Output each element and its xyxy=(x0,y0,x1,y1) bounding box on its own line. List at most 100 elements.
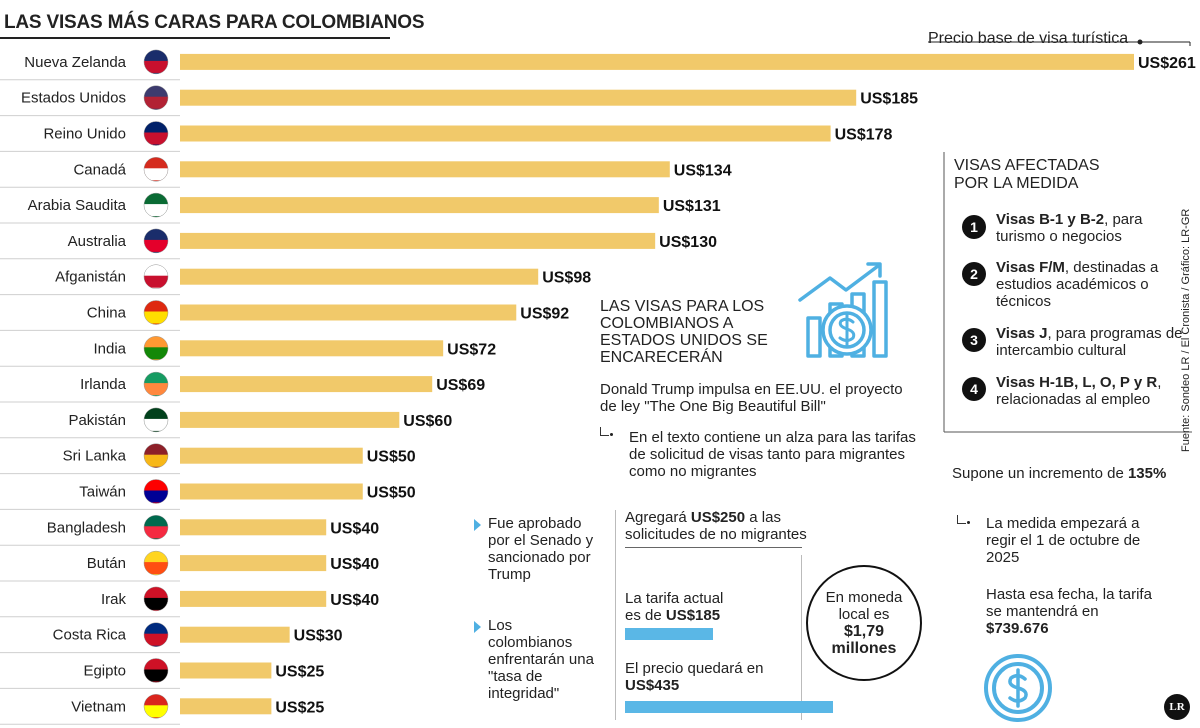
title-rule xyxy=(0,37,390,39)
bar xyxy=(180,376,433,393)
bar xyxy=(180,89,857,106)
bar-row: Bután US$40 xyxy=(0,550,379,582)
country-label: Irlanda xyxy=(80,376,127,393)
fee-add-text: Agregará US$250 a las solicitudes de no … xyxy=(625,509,835,543)
bullet-arrow-icon xyxy=(474,621,481,633)
bar-row: China US$92 xyxy=(0,300,569,331)
bar-row: Estados Unidos US$185 xyxy=(0,85,918,117)
bracket-icon xyxy=(957,515,966,524)
affected-item-1-text: , para turismo o negocios xyxy=(996,211,1143,245)
bar xyxy=(180,447,363,464)
value-label: US$130 xyxy=(659,234,717,251)
item-number-3: 3 xyxy=(962,328,986,352)
fee-add-amount: US$250 xyxy=(690,509,746,526)
bar xyxy=(180,411,400,428)
country-label: Bangladesh xyxy=(47,519,126,536)
flag-icon xyxy=(143,515,169,540)
affected-item-2-bold: Visas F/M xyxy=(996,259,1065,276)
affected-item-4: Visas H-1B, L, O, P y R, relacionadas al… xyxy=(996,374,1186,408)
value-label: US$30 xyxy=(294,628,343,645)
bracket-dot xyxy=(610,433,613,436)
value-label: US$178 xyxy=(835,127,893,144)
story-headline-line4: ENCARECERÁN xyxy=(600,349,723,366)
increase-text: Supone un incremento de 135% xyxy=(952,465,1172,482)
fee-bar-current xyxy=(625,628,714,640)
value-label: US$40 xyxy=(330,520,379,537)
current-rate-amount: $739.676 xyxy=(986,620,1049,637)
increase-percent: 135% xyxy=(1127,465,1167,482)
value-label: US$92 xyxy=(520,306,569,323)
bar-row: Nueva Zelanda US$261 xyxy=(0,49,1196,81)
fee-divider xyxy=(615,510,616,720)
flag-icon xyxy=(143,300,169,325)
bar xyxy=(180,268,539,285)
bar-row: Costa Rica US$30 xyxy=(0,622,343,654)
country-label: Bután xyxy=(87,555,126,572)
affected-item-4-bold: Visas H-1B, L, O, P y R xyxy=(996,374,1158,391)
country-label: Taiwán xyxy=(79,484,126,501)
item-number-4: 4 xyxy=(962,377,986,401)
bar xyxy=(180,519,327,536)
local-line2: local es xyxy=(838,606,890,623)
fee-add-pre: Agregará xyxy=(625,509,691,526)
bar-row: Egipto US$25 xyxy=(0,658,324,689)
bar xyxy=(180,232,656,249)
country-label: Irak xyxy=(101,591,127,608)
bracket-icon xyxy=(600,427,609,436)
flag-icon xyxy=(143,550,169,576)
country-label: Afganistán xyxy=(55,269,126,286)
fee-current-text: La tarifa actual es de US$185 xyxy=(625,590,740,624)
bar-row: Pakistán US$60 xyxy=(0,407,452,439)
country-label: Sri Lanka xyxy=(63,448,127,465)
country-label: India xyxy=(93,340,126,357)
growth-dollar-icon xyxy=(798,262,888,358)
affected-item-3: Visas J, para programas de intercambio c… xyxy=(996,325,1186,359)
bar xyxy=(180,483,363,500)
bar xyxy=(180,53,1134,70)
affected-item-1: Visas B-1 y B-2, para turismo o negocios xyxy=(996,211,1186,245)
annotation-label: Precio base de visa turística xyxy=(928,30,1129,47)
bar xyxy=(180,555,327,572)
bar xyxy=(180,197,659,214)
value-label: US$50 xyxy=(367,485,416,502)
story-lead: Donald Trump impulsa en EE.UU. el proyec… xyxy=(600,381,903,415)
local-line1: En moneda xyxy=(825,589,903,606)
value-label: US$40 xyxy=(330,592,379,609)
value-label: US$185 xyxy=(860,91,918,108)
local-unit: millones xyxy=(831,640,897,657)
item-number-2: 2 xyxy=(962,262,986,286)
story-headline-line2: COLOMBIANOS A xyxy=(600,315,734,332)
affected-item-2: Visas F/M, destinadas a estudios académi… xyxy=(996,259,1186,310)
bar-row: Sri Lanka US$50 xyxy=(0,443,416,475)
dollar-coin-icon xyxy=(984,654,1052,722)
flag-icon xyxy=(143,479,169,504)
country-label: Estados Unidos xyxy=(21,90,126,107)
affected-item-2-text: , destinadas a estudios académicos o téc… xyxy=(996,259,1159,310)
bar xyxy=(180,698,272,715)
flag-icon xyxy=(143,336,169,361)
chart-title: LAS VISAS MÁS CARAS PARA COLOMBIANOS xyxy=(4,12,425,33)
fee-current-amount: US$185 xyxy=(665,607,721,624)
bar xyxy=(180,662,272,679)
bar-row: Australia US$130 xyxy=(0,228,717,260)
flag-icon xyxy=(143,121,169,146)
fee-add-rule xyxy=(625,547,802,548)
bar xyxy=(180,125,831,142)
affected-title-line2: POR LA MEDIDA xyxy=(954,175,1079,192)
bar xyxy=(180,590,327,607)
bar-row: Taiwán US$50 xyxy=(0,479,416,510)
value-label: US$131 xyxy=(663,198,721,215)
item-number-1: 1 xyxy=(962,215,986,239)
value-label: US$98 xyxy=(542,270,591,287)
bar-row: Vietnam US$25 xyxy=(0,694,324,725)
country-label: Vietnam xyxy=(71,698,126,715)
bar xyxy=(180,626,290,643)
flag-icon xyxy=(143,694,169,719)
fee-add-post: a las solicitudes de no migrantes xyxy=(625,509,807,543)
country-label: Nueva Zelanda xyxy=(24,54,126,71)
story-headline: LAS VISAS PARA LOS COLOMBIANOS A ESTADOS… xyxy=(600,298,768,366)
bullet-integrity: Los colombianos enfrentarán una "tasa de… xyxy=(488,617,594,702)
annotation-dot xyxy=(1137,39,1143,45)
flag-icon xyxy=(143,443,169,468)
